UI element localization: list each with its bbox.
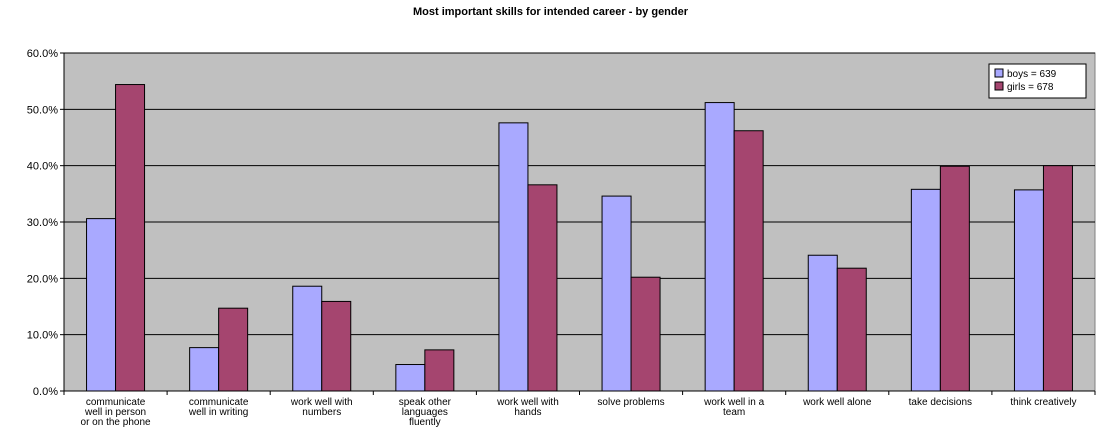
x-tick-label: work well in a <box>703 397 764 408</box>
bar-girls <box>527 184 558 392</box>
y-tick-label: 30.0% <box>27 217 58 229</box>
legend-label: boys = 639 <box>1007 69 1057 80</box>
bar-girls <box>630 276 661 392</box>
y-tick-label: 0.0% <box>33 386 58 398</box>
x-tick-label: solve problems <box>597 397 664 408</box>
y-tick-label: 20.0% <box>27 273 58 285</box>
bar-girls <box>939 165 970 392</box>
bar-girls <box>115 84 146 392</box>
bar-girls <box>733 130 764 392</box>
x-tick-label: work well alone <box>802 397 872 408</box>
x-tick-label: work well with <box>496 397 559 408</box>
bar-boys <box>189 347 220 392</box>
bar-boys <box>498 122 529 392</box>
bar-boys <box>704 102 735 392</box>
x-tick-label: numbers <box>302 407 341 418</box>
bar-girls <box>424 349 455 392</box>
x-tick-label: communicate <box>189 397 249 408</box>
x-tick-label: well in writing <box>188 407 248 418</box>
x-tick-label: take decisions <box>909 397 972 408</box>
bar-boys <box>86 218 117 392</box>
y-tick-label: 50.0% <box>27 104 58 116</box>
x-tick-label: well in person <box>84 407 146 418</box>
bar-girls <box>321 300 352 392</box>
bar-girls <box>836 267 867 392</box>
x-tick-label: languages <box>402 407 448 418</box>
legend-swatch <box>994 81 1004 91</box>
legend-box <box>988 63 1087 99</box>
x-tick-label: fluently <box>409 417 441 428</box>
bar-boys <box>395 364 426 392</box>
chart-title: Most important skills for intended caree… <box>412 6 689 18</box>
y-tick-label: 40.0% <box>27 161 58 173</box>
x-tick-label: communicate <box>86 397 146 408</box>
bar-boys <box>807 254 838 392</box>
x-tick-label: work well with <box>290 397 353 408</box>
bar-boys <box>601 195 632 392</box>
x-tick-label: or on the phone <box>81 417 151 428</box>
bar-boys <box>1013 189 1044 392</box>
legend-label: girls = 678 <box>1007 82 1054 93</box>
x-tick-label: think creatively <box>1010 397 1076 408</box>
x-tick-label: hands <box>514 407 541 418</box>
bar-girls <box>1042 165 1073 392</box>
y-tick-label: 60.0% <box>27 48 58 60</box>
bar-boys <box>292 285 323 392</box>
x-tick-label: team <box>723 407 745 418</box>
bar-girls <box>218 307 249 392</box>
legend-swatch <box>994 68 1004 78</box>
x-tick-label: speak other <box>399 397 452 408</box>
y-tick-label: 10.0% <box>27 330 58 342</box>
bar-boys <box>910 188 941 392</box>
